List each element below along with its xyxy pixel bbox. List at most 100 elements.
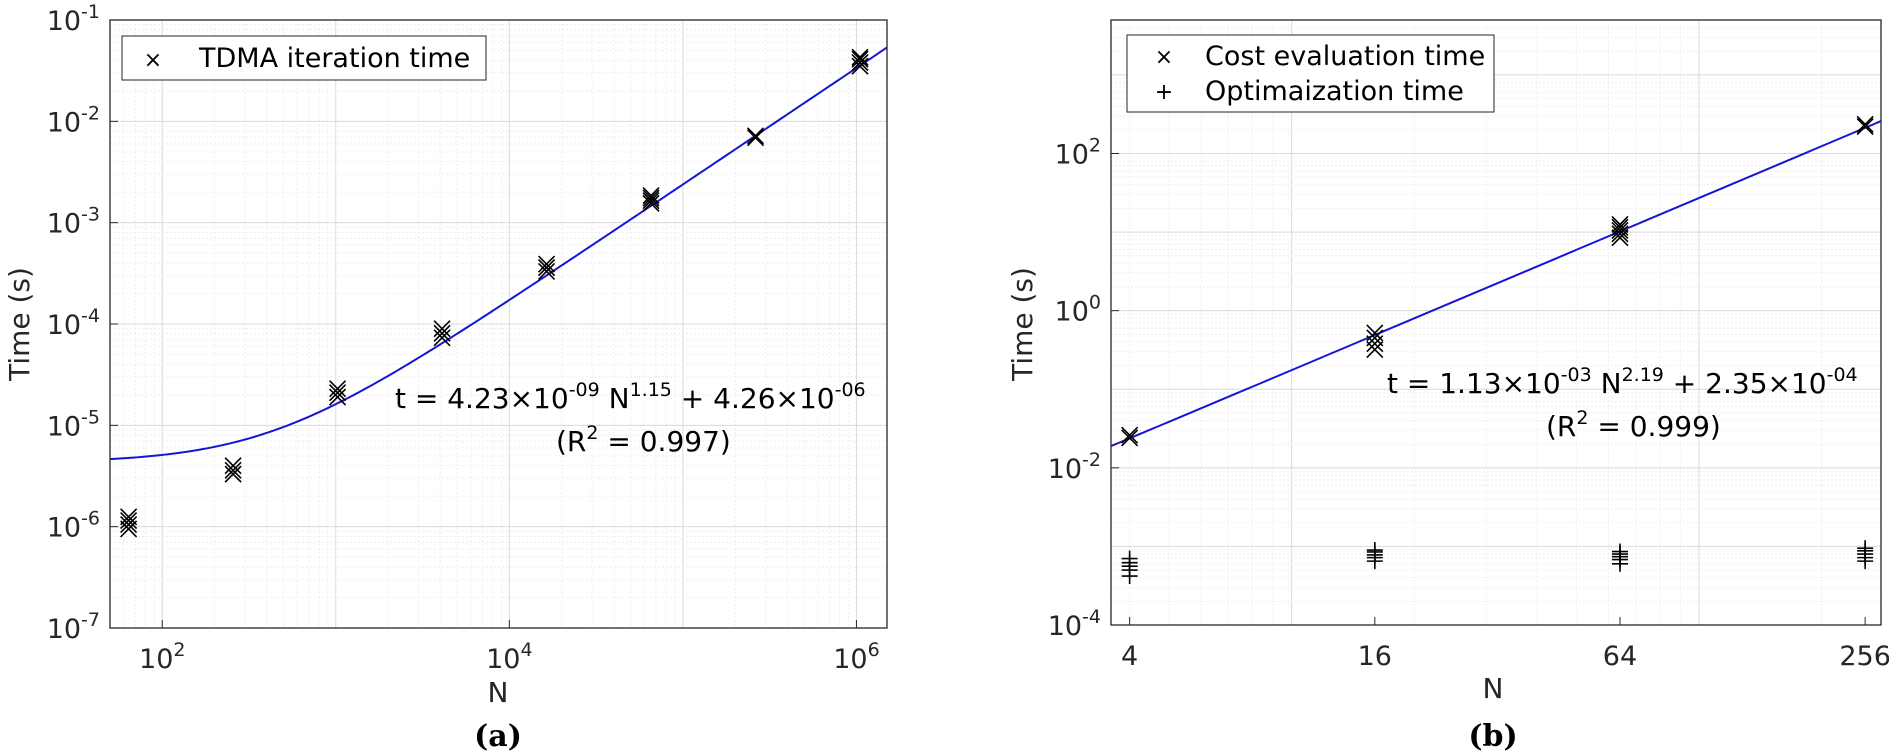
y-tick-label: 100 [1055, 292, 1101, 328]
data-point [746, 127, 765, 145]
y-axis-label-a: Time (s) [3, 267, 36, 382]
data-point [329, 380, 347, 398]
data-point [1611, 543, 1628, 560]
legend-label-b-1: Optimaization time [1205, 76, 1464, 107]
data-points-b [1121, 115, 1874, 585]
x-tick-labels-b: 4 16 64 256 [1121, 617, 1889, 672]
data-point [224, 457, 242, 475]
eq-a-part2: N [600, 382, 630, 415]
data-point [1121, 426, 1139, 444]
chart-panel-a: 102 104 106 10-7 10-6 10-5 10-4 10-3 10-2 10-1 N… [3, 1, 888, 754]
eq-b-exp2: 2.19 [1622, 364, 1664, 386]
data-point [433, 324, 451, 342]
eq-a-exp3: -06 [835, 379, 866, 401]
data-point [1366, 324, 1384, 342]
eq-a-part3: + 4.26×10 [672, 382, 835, 415]
r-squared-a: (R2 = 0.997) [556, 422, 731, 458]
x-tick-label: 256 [1839, 641, 1889, 672]
data-point [120, 508, 138, 526]
data-point [1121, 429, 1139, 447]
data-point [1611, 225, 1629, 243]
x-tick-label: 64 [1603, 641, 1637, 672]
grid-a [109, 19, 887, 629]
chart-panel-b: 4 16 64 256 10-4 10-2 100 102 N Time (s) × Cos… [1006, 19, 1889, 754]
data-point [1856, 115, 1874, 133]
data-point [224, 465, 242, 483]
y-tick-label: 10-1 [47, 1, 100, 37]
y-tick-label: 10-3 [47, 204, 100, 240]
data-point [224, 461, 242, 479]
legend-a: × TDMA iteration time [121, 35, 487, 81]
data-point [851, 48, 869, 66]
data-point [120, 511, 138, 530]
data-point [120, 520, 138, 538]
data-point [537, 259, 556, 277]
data-point [329, 388, 347, 406]
y-tick-labels-a: 10-7 10-6 10-5 10-4 10-3 10-2 10-1 [47, 1, 118, 645]
fit-equation-a: t = 4.23×10-09 N1.15 + 4.26×10-06 [395, 379, 866, 415]
eq-b-exp1: -03 [1561, 364, 1592, 386]
r2-b-exp: 2 [1576, 407, 1588, 429]
fit-curve-b [1110, 120, 1882, 448]
x-axis-label-b: N [1483, 672, 1504, 705]
legend-marker-a-0: × [144, 48, 162, 73]
x-tick-label: 106 [833, 639, 879, 675]
eq-b-part2: N [1592, 367, 1622, 400]
data-point [642, 189, 660, 207]
data-point [851, 50, 869, 68]
data-point [1366, 329, 1384, 347]
legend-marker-b-0: × [1155, 45, 1173, 70]
data-point [1611, 221, 1629, 239]
r2-b-part2: = 0.999) [1588, 410, 1720, 443]
y-tick-label: 10-6 [47, 508, 100, 544]
data-point [851, 54, 869, 72]
data-point [1857, 540, 1874, 557]
r2-b-part1: (R [1546, 410, 1576, 443]
data-points-a [120, 48, 869, 538]
legend-label-b-0: Cost evaluation time [1205, 41, 1485, 72]
eq-b-part3: + 2.35×10 [1664, 367, 1827, 400]
y-tick-label: 10-5 [47, 406, 100, 442]
caption-a: (a) [474, 719, 522, 754]
x-tick-label: 104 [486, 639, 532, 675]
eq-a-part1: t = 4.23×10 [395, 382, 569, 415]
data-point [851, 57, 869, 75]
data-point [1121, 550, 1138, 567]
legend-box-b [1126, 34, 1495, 113]
data-point [433, 329, 451, 347]
caption-b: (b) [1468, 719, 1517, 754]
data-point [642, 192, 660, 210]
data-point [1611, 215, 1629, 234]
data-point [537, 255, 556, 273]
r2-a-part1: (R [556, 425, 586, 458]
data-point [1366, 542, 1383, 559]
data-point [120, 515, 138, 534]
x-tick-label: 4 [1121, 641, 1138, 672]
y-tick-label: 10-4 [1048, 606, 1101, 642]
y-tick-label: 10-2 [47, 102, 100, 138]
data-point [746, 129, 765, 147]
y-tick-label: 102 [1055, 135, 1101, 171]
y-axis-label-b: Time (s) [1006, 267, 1039, 382]
legend-b: × Cost evaluation time + Optimaization t… [1126, 34, 1495, 113]
legend-box-a [121, 35, 487, 81]
data-point [1856, 118, 1874, 136]
x-axis-label-a: N [488, 676, 509, 709]
eq-a-exp2: 1.15 [630, 379, 672, 401]
eq-b-exp3: -04 [1827, 364, 1858, 386]
data-point [642, 187, 660, 205]
eq-a-exp1: -09 [569, 379, 600, 401]
fit-line [1110, 120, 1882, 448]
fit-equation-b: t = 1.13×10-03 N2.19 + 2.35×10-04 [1387, 364, 1858, 400]
x-tick-label: 16 [1358, 641, 1392, 672]
axes-box-b [1110, 19, 1882, 626]
data-point [433, 320, 451, 338]
legend-marker-b-1: + [1155, 80, 1173, 105]
legend-label-a-0: TDMA iteration time [198, 43, 470, 74]
r-squared-b: (R2 = 0.999) [1546, 407, 1721, 443]
y-tick-label: 10-2 [1048, 449, 1101, 485]
data-point [642, 194, 660, 212]
eq-b-part1: t = 1.13×10 [1387, 367, 1561, 400]
r2-a-exp: 2 [586, 422, 598, 444]
